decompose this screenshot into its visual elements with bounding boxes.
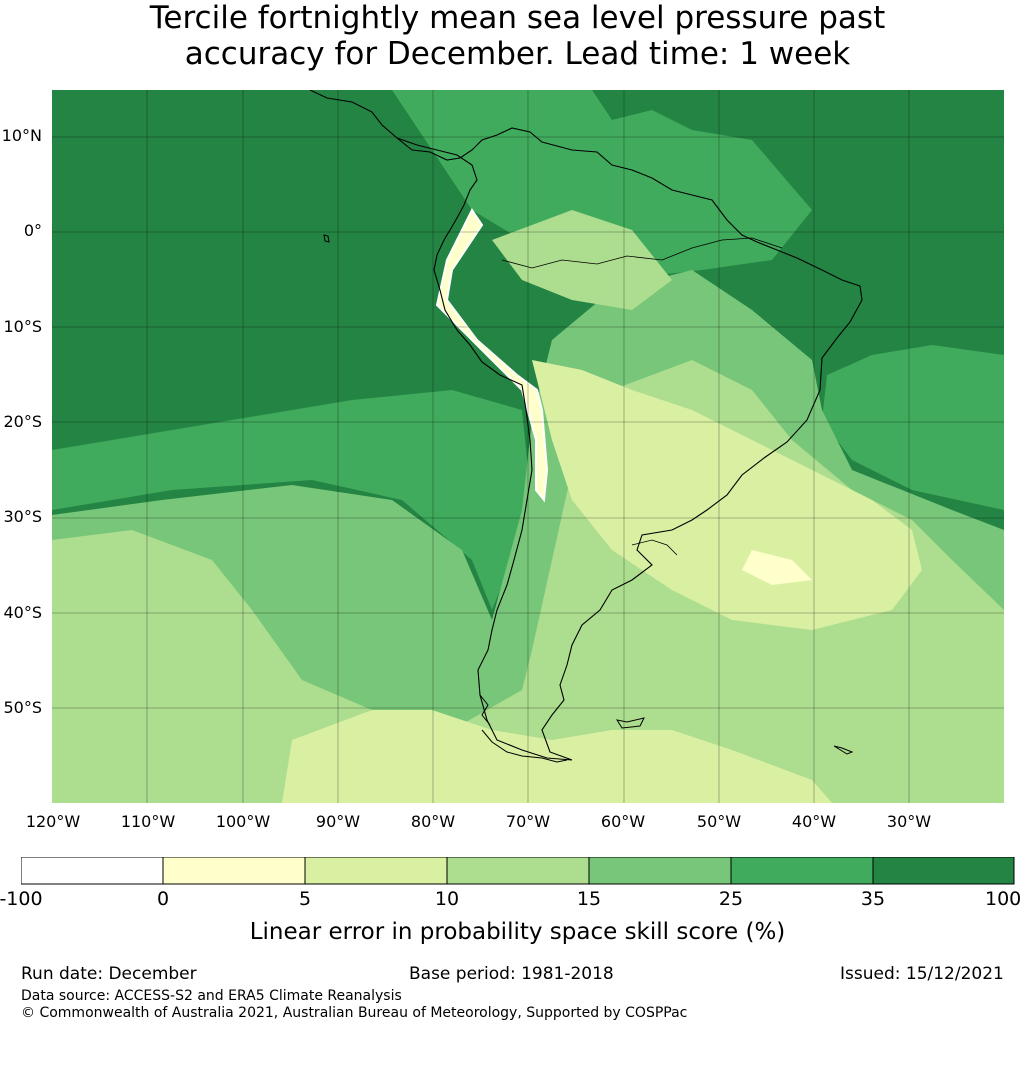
colorbar-tick-10: 10 (434, 888, 460, 910)
tierra-del-fuego-islands (479, 694, 568, 763)
lon-label-80w: 80°W (410, 812, 456, 831)
colorbar-segment-5 (730, 857, 874, 885)
andes-low-skill-region (435, 208, 549, 503)
copyright: © Commonwealth of Australia 2021, Austra… (21, 1005, 688, 1021)
skill-score-map (52, 90, 1004, 803)
lon-label-50w: 50°W (696, 812, 742, 831)
lon-label-110w: 110°W (120, 812, 176, 831)
interior-15-region (492, 210, 672, 310)
atlantic-35-region (822, 345, 1004, 510)
south-america-coastline (309, 90, 863, 761)
rio-de-la-plata (631, 539, 678, 556)
lon-label-70w: 70°W (505, 812, 551, 831)
southern-35-region (52, 390, 532, 610)
colorbar-tick-25: 25 (718, 888, 744, 910)
lat-label-40s: 40°S (3, 603, 42, 622)
issued-date: Issued: 15/12/2021 (840, 964, 1004, 984)
lat-label-0: 0° (23, 221, 42, 240)
run-date: Run date: December (21, 964, 197, 984)
lon-label-60w: 60°W (600, 812, 646, 831)
colorbar-segment-1 (162, 857, 306, 885)
lon-label-100w: 100°W (215, 812, 271, 831)
colorbar-segment-2 (304, 857, 448, 885)
lat-label-30s: 30°S (3, 507, 42, 526)
lat-label-50s: 50°S (3, 698, 42, 717)
lat-label-10s: 10°S (3, 317, 42, 336)
amazon-river (501, 237, 783, 269)
lon-label-40w: 40°W (791, 812, 837, 831)
colorbar-segment-6 (872, 857, 1015, 885)
lon-label-90w: 90°W (315, 812, 361, 831)
colorbar (21, 857, 1015, 885)
title-line-1: Tercile fortnightly mean sea level press… (149, 0, 886, 36)
colorbar-segment-3 (446, 857, 590, 885)
south-ocean-10-region (282, 710, 832, 803)
title-line-2: accuracy for December. Lead time: 1 week (184, 36, 851, 72)
graticule (52, 90, 1004, 803)
colorbar-tick-0: 0 (156, 888, 170, 910)
colorbar-segment-4 (588, 857, 732, 885)
colorbar-tick-15: 15 (576, 888, 602, 910)
colorbar-tick-5: 5 (298, 888, 312, 910)
colorbar-segment-0 (21, 857, 164, 885)
base-period: Base period: 1981-2018 (409, 964, 614, 984)
lat-label-20s: 20°S (3, 412, 42, 431)
colorbar-tick-neg100: -100 (0, 888, 43, 910)
galapagos-islands (323, 234, 330, 243)
lon-label-120w: 120°W (25, 812, 81, 831)
falkland-islands (615, 717, 645, 729)
data-source: Data source: ACCESS-S2 and ERA5 Climate … (21, 988, 402, 1004)
chart-title: Tercile fortnightly mean sea level press… (0, 0, 1035, 72)
south-georgia (833, 745, 854, 755)
lon-label-30w: 30°W (886, 812, 932, 831)
lat-label-10n: 10°N (1, 126, 42, 145)
colorbar-tick-35: 35 (860, 888, 886, 910)
south-atlantic-5-region (742, 550, 812, 585)
colorbar-tick-100: 100 (985, 888, 1022, 910)
colorbar-label: Linear error in probability space skill … (249, 919, 786, 945)
north-coast-35-region (392, 90, 812, 290)
